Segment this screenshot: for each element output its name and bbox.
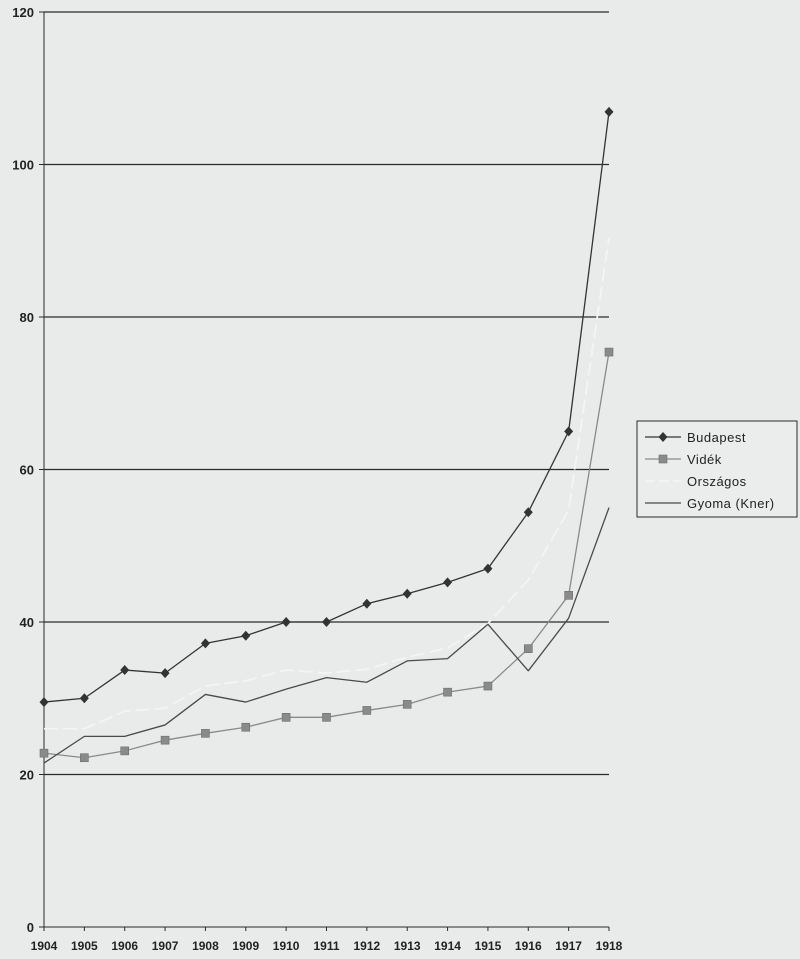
x-tick-label: 1912 xyxy=(354,939,381,953)
data-point-square xyxy=(362,706,372,715)
data-point-diamond xyxy=(200,638,210,649)
series-line xyxy=(43,111,610,703)
x-tick-label: 1907 xyxy=(152,939,179,953)
x-tick-label: 1908 xyxy=(192,939,219,953)
x-tick-label: 1917 xyxy=(555,939,582,953)
x-tick-label: 1905 xyxy=(71,939,98,953)
x-tick-label: 1916 xyxy=(515,939,542,953)
legend-item: Gyoma (Kner) xyxy=(645,496,775,511)
y-tick-label: 0 xyxy=(27,920,34,935)
data-point-diamond xyxy=(79,693,89,704)
data-point-square xyxy=(402,700,412,709)
series-2 xyxy=(44,237,610,730)
x-tick-label: 1906 xyxy=(111,939,138,953)
legend-item: Vidék xyxy=(645,452,722,467)
data-point-square xyxy=(80,753,89,763)
data-point-diamond xyxy=(120,665,130,676)
y-tick-label: 80 xyxy=(20,310,34,325)
y-tick-label: 20 xyxy=(20,768,34,783)
data-point-diamond xyxy=(523,507,533,518)
series-line xyxy=(43,507,610,764)
y-tick-label: 60 xyxy=(20,463,34,478)
x-tick-label: 1910 xyxy=(273,939,300,953)
data-point-square xyxy=(201,729,210,738)
y-tick-label: 40 xyxy=(20,615,34,630)
data-point-square xyxy=(604,347,614,357)
series-group xyxy=(39,106,614,764)
x-tick-label: 1909 xyxy=(232,939,259,953)
data-point-diamond xyxy=(483,563,493,574)
y-tick-labels: 0 20 40 60 80 100 120 xyxy=(12,5,34,935)
y-tick-label: 120 xyxy=(12,5,34,20)
legend-item: Országos xyxy=(645,474,747,489)
data-point-diamond xyxy=(658,432,668,442)
axes xyxy=(39,11,610,931)
data-point-diamond xyxy=(39,697,49,708)
data-point-diamond xyxy=(160,668,170,679)
data-point-diamond xyxy=(604,106,614,117)
data-point-diamond xyxy=(241,630,251,641)
x-tick-label: 1918 xyxy=(596,939,623,953)
data-point-square xyxy=(658,454,668,464)
data-point-square xyxy=(39,748,49,758)
data-point-square xyxy=(322,713,331,722)
legend-item: Budapest xyxy=(645,430,746,445)
legend-label: Vidék xyxy=(687,452,722,467)
data-point-square xyxy=(443,687,452,697)
x-tick-label: 1914 xyxy=(434,939,461,953)
data-point-square xyxy=(120,746,130,756)
data-point-square xyxy=(160,735,170,745)
series-line xyxy=(44,237,610,730)
data-point-square xyxy=(483,681,493,691)
series-line xyxy=(43,351,610,759)
x-tick-label: 1911 xyxy=(313,939,339,953)
data-point-diamond xyxy=(281,617,291,627)
data-point-diamond xyxy=(362,598,372,609)
data-point-square xyxy=(281,713,291,722)
x-tick-label: 1904 xyxy=(31,939,58,953)
y-tick-label: 100 xyxy=(12,158,34,173)
legend-label: Budapest xyxy=(687,430,746,445)
x-tick-label: 1913 xyxy=(394,939,421,953)
legend-label: Országos xyxy=(687,474,747,489)
data-point-diamond xyxy=(443,577,453,588)
series-0 xyxy=(39,106,614,708)
x-tick-labels: 1904 1905 1906 1907 1908 1909 1910 1911 1912 1913… xyxy=(31,939,623,953)
grid-lines xyxy=(44,11,609,776)
data-point-diamond xyxy=(402,588,412,599)
data-point-square xyxy=(241,722,251,732)
data-point-diamond xyxy=(322,617,331,627)
data-point-diamond xyxy=(564,426,574,437)
series-3 xyxy=(43,507,610,764)
data-point-square xyxy=(523,644,533,653)
x-tick-label: 1915 xyxy=(475,939,502,953)
legend: Budapest Vidék Országos Gyoma (Kner) xyxy=(636,420,798,518)
series-1 xyxy=(39,347,614,763)
data-point-square xyxy=(564,591,573,600)
legend-label: Gyoma (Kner) xyxy=(687,496,775,511)
